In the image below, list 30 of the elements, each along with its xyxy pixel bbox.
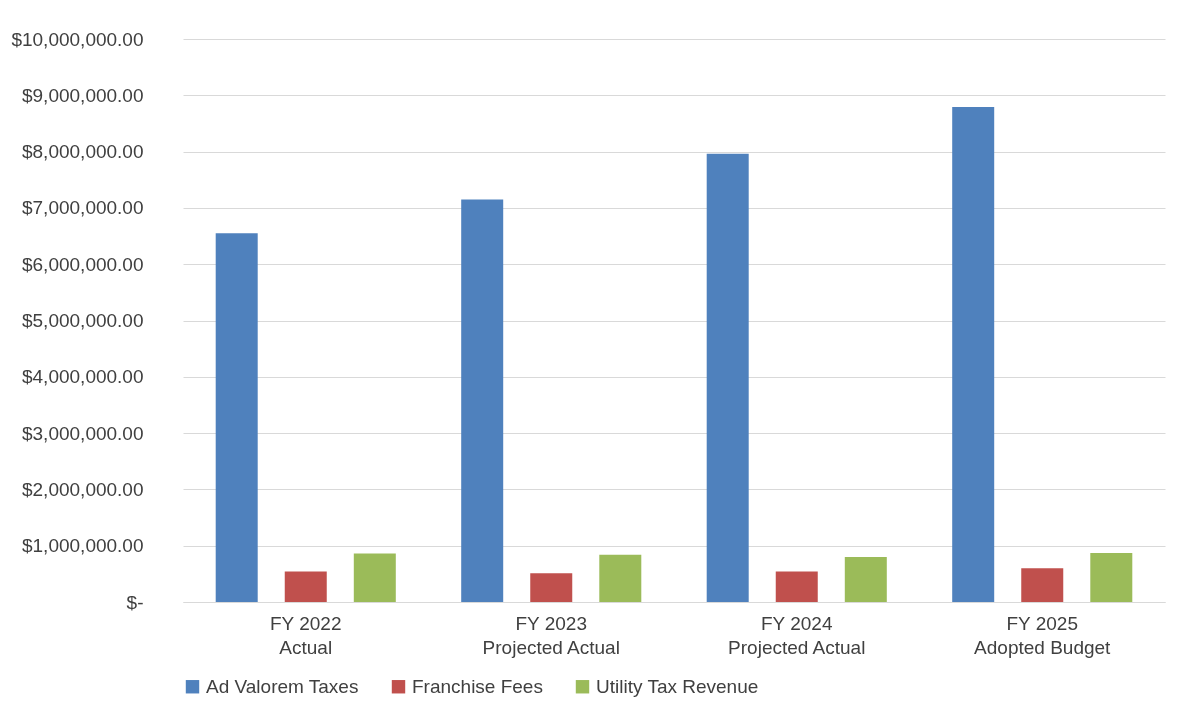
x-tick-label: FY 2025 Adopted Budget (974, 612, 1112, 658)
y-tick-label: $8,000,000.00 (21, 141, 144, 163)
bar (353, 553, 396, 602)
bar (461, 199, 504, 602)
bar (1090, 553, 1133, 602)
y-tick-label: $1,000,000.00 (21, 535, 144, 557)
y-tick-label: $3,000,000.00 (21, 422, 144, 444)
bar (844, 556, 887, 602)
bar (530, 573, 573, 602)
x-tick-label: FY 2024 Projected Actual (728, 612, 866, 658)
y-tick-label: $4,000,000.00 (21, 366, 144, 388)
y-tick-label: $10,000,000.00 (11, 28, 144, 50)
y-tick-label: $9,000,000.00 (21, 84, 144, 106)
legend-label: Utility Tax Revenue (596, 675, 759, 697)
y-tick-label: $5,000,000.00 (21, 310, 144, 331)
legend-label: Franchise Fees (412, 675, 543, 697)
y-tick-label: $- (126, 591, 144, 613)
bar (952, 107, 995, 602)
bar (775, 571, 818, 602)
bar (284, 571, 327, 602)
bar (706, 153, 749, 602)
y-tick-label: $7,000,000.00 (21, 197, 144, 219)
y-tick-label: $6,000,000.00 (21, 253, 144, 275)
bar (1021, 568, 1064, 602)
y-tick-label: $2,000,000.00 (21, 478, 144, 500)
x-tick-label: FY 2022 Actual (270, 612, 342, 658)
legend-label: Ad Valorem Taxes (206, 675, 359, 697)
bar (215, 233, 258, 602)
x-tick-label: FY 2023 Projected Actual (482, 612, 620, 658)
bar (599, 554, 642, 602)
